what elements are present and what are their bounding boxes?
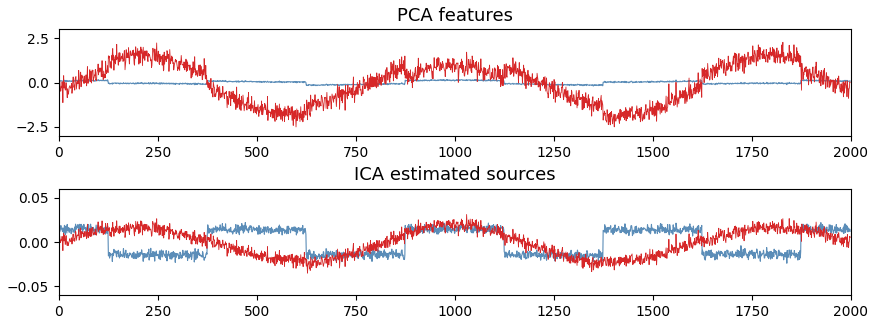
Title: PCA features: PCA features bbox=[396, 7, 513, 25]
Title: ICA estimated sources: ICA estimated sources bbox=[354, 167, 556, 185]
